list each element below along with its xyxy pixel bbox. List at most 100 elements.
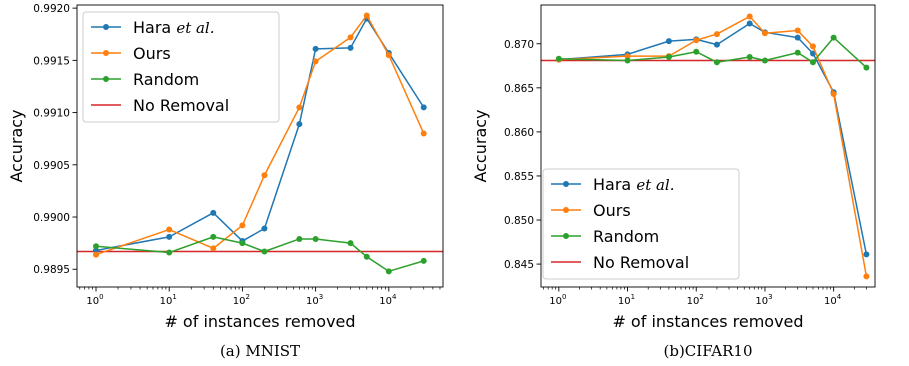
legend-swatch-marker: [103, 50, 109, 56]
x-tick-label: 101: [160, 293, 177, 307]
data-point-random: [713, 59, 720, 66]
legend-entry-ours: Ours: [91, 44, 171, 63]
y-tick-label: 0.860: [504, 127, 534, 139]
data-point-ours: [420, 130, 427, 137]
data-point-random: [420, 257, 427, 264]
legend-label-main: No Removal: [593, 253, 689, 272]
chart-cifar10: 100 101 102 103 1040.8450.8500.8550.8600.865…: [471, 4, 876, 360]
data-point-random: [239, 240, 246, 247]
y-axis-label: Accuracy: [471, 109, 490, 182]
data-point-random: [665, 53, 672, 60]
legend-entry-hara: Hara et al.: [91, 18, 215, 37]
data-point-hara: [261, 225, 268, 232]
data-point-hara: [794, 34, 801, 41]
legend-label-italic: et al.: [176, 19, 214, 37]
data-point-random: [363, 253, 370, 260]
x-tick-label-exponent: 0: [99, 293, 103, 301]
data-point-hara: [746, 20, 753, 27]
x-tick-label-exponent: 3: [319, 293, 323, 301]
data-point-random: [347, 240, 354, 247]
x-tick-label-exponent: 1: [631, 293, 635, 301]
data-point-random: [385, 268, 392, 275]
x-tick-label-base: 10: [549, 296, 562, 307]
x-axis-label: # of instances removed: [164, 312, 355, 331]
data-point-random: [296, 235, 303, 242]
data-point-random: [830, 34, 837, 41]
legend-label: Ours: [593, 201, 631, 220]
legend-entry-ours: Ours: [551, 201, 631, 220]
y-tick-label: 0.9895: [33, 264, 70, 276]
x-tick-label: 102: [687, 293, 704, 307]
legend-label: Random: [593, 227, 659, 246]
legend-label-italic: et al.: [636, 176, 674, 194]
x-tick-label: 104: [379, 293, 397, 307]
data-point-ours: [347, 34, 354, 41]
data-point-random: [809, 59, 816, 66]
data-point-ours: [312, 58, 319, 65]
x-tick-label-base: 10: [824, 296, 837, 307]
legend-swatch-marker: [103, 76, 109, 82]
plot-frame: [76, 4, 444, 288]
data-point-random: [312, 235, 319, 242]
legend: Hara et al. Ours Random No Removal: [542, 168, 740, 280]
series-random: [555, 34, 870, 71]
figure-caption: (a) MNIST: [220, 342, 300, 360]
data-point-hara: [420, 104, 427, 111]
data-point-hara: [809, 50, 816, 57]
x-tick-label-base: 10: [233, 296, 246, 307]
data-point-random: [746, 53, 753, 60]
y-tick-label: 0.845: [504, 259, 534, 271]
x-tick-label-exponent: 1: [172, 293, 176, 301]
data-point-random: [93, 243, 100, 250]
legend-entry-no_removal: No Removal: [91, 96, 229, 115]
legend-label: Random: [133, 70, 199, 89]
data-point-random: [166, 249, 173, 256]
x-tick-label-base: 10: [379, 296, 392, 307]
y-tick-label: 0.9900: [33, 212, 70, 224]
x-tick-label-base: 10: [306, 296, 319, 307]
x-tick-label-base: 10: [86, 296, 99, 307]
legend-swatch-marker: [563, 181, 569, 187]
y-tick-label: 0.870: [504, 39, 534, 51]
data-point-hara: [312, 45, 319, 52]
y-tick-label: 0.9910: [33, 108, 70, 120]
legend-swatch-marker: [563, 233, 569, 239]
data-point-ours: [385, 52, 392, 59]
legend-box: [542, 168, 740, 280]
legend-label: Ours: [133, 44, 171, 63]
x-tick-label-base: 10: [755, 296, 768, 307]
legend-label: Hara et al.: [593, 175, 675, 194]
data-point-ours: [809, 43, 816, 50]
data-point-ours: [624, 53, 631, 60]
data-point-ours: [239, 222, 246, 229]
data-point-hara: [863, 251, 870, 258]
x-tick-label-exponent: 2: [699, 293, 703, 301]
data-point-random: [555, 55, 562, 62]
y-tick-label: 0.9915: [33, 55, 70, 67]
x-tick-label: 101: [618, 293, 635, 307]
y-axis-label: Accuracy: [7, 109, 26, 182]
legend-entry-random: Random: [551, 227, 659, 246]
data-point-ours: [830, 91, 837, 98]
data-point-ours: [93, 251, 100, 258]
data-point-hara: [296, 121, 303, 128]
legend-label-main: No Removal: [133, 96, 229, 115]
x-tick-label-exponent: 3: [768, 293, 772, 301]
data-point-hara: [93, 247, 100, 254]
x-tick-label: 100: [549, 293, 566, 307]
x-tick-label: 103: [306, 293, 323, 307]
x-tick-label-exponent: 4: [837, 293, 842, 301]
x-tick-label: 103: [755, 293, 772, 307]
legend-label: Hara et al.: [133, 18, 215, 37]
data-point-ours: [166, 226, 173, 233]
figure-caption: (b)CIFAR10: [663, 342, 752, 360]
legend-label-main: Ours: [593, 201, 631, 220]
x-tick-label-exponent: 0: [562, 293, 566, 301]
x-tick-label-exponent: 2: [246, 293, 250, 301]
data-point-ours: [261, 172, 268, 179]
data-point-hara: [166, 233, 173, 240]
x-tick-label-base: 10: [160, 296, 173, 307]
plot-frame: [540, 4, 876, 288]
y-tick-label: 0.855: [504, 171, 534, 183]
